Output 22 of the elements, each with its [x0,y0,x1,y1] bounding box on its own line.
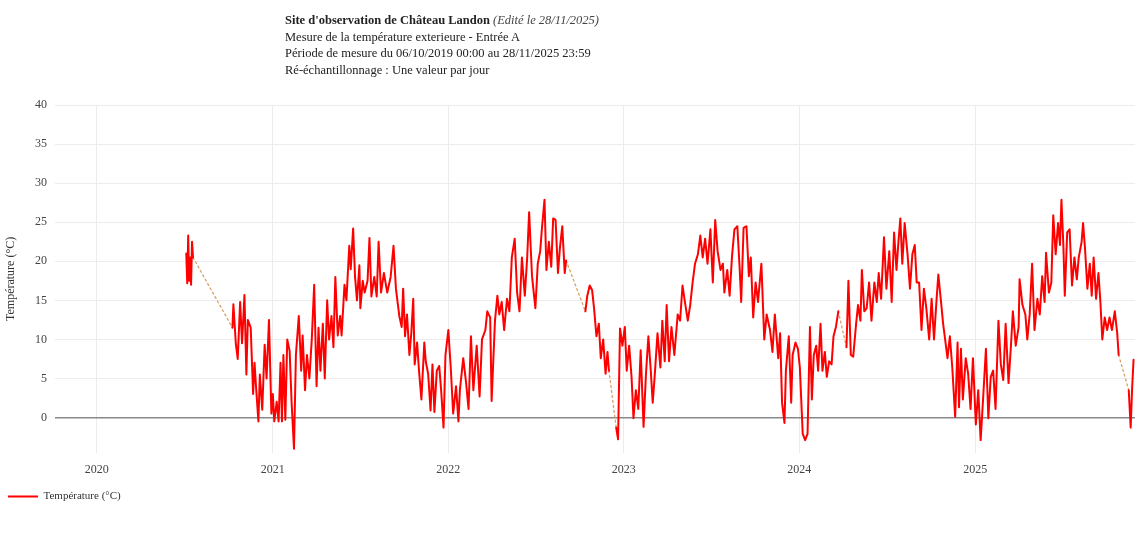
legend-label: Température (°C) [43,489,122,503]
y-tick-label: 5 [41,370,47,385]
y-tick-label: 25 [35,214,47,229]
y-tick-label: 0 [41,409,47,424]
x-tick-label: 2020 [84,461,109,476]
y-tick-label: 35 [35,136,47,151]
text: Ré-échantillonnage : Une valeur par jour [285,61,491,78]
y-axis-title: Température (°C) [3,236,18,322]
text: Mesure de la température exterieure - Entrée A [285,28,521,45]
x-tick-label: 2021 [260,461,285,476]
x-tick-label: 2023 [611,461,636,476]
y-tick-label: 20 [35,253,47,268]
x-tick-label: 2025 [963,461,988,476]
y-tick-label: 15 [35,292,47,307]
x-tick-label: 2022 [436,461,461,476]
x-tick-label: 2024 [787,461,812,476]
y-tick-label: 40 [35,97,47,112]
y-tick-label: 30 [35,175,47,190]
chart-subtitle: (Edité le 28/11/2025) [492,13,600,27]
chart-title: Site d'observation de Château Landon [285,13,490,27]
y-tick-label: 10 [35,331,47,346]
text: Période de mesure du 06/10/2019 00:00 au 28/11/2025 23:59 [285,45,592,62]
